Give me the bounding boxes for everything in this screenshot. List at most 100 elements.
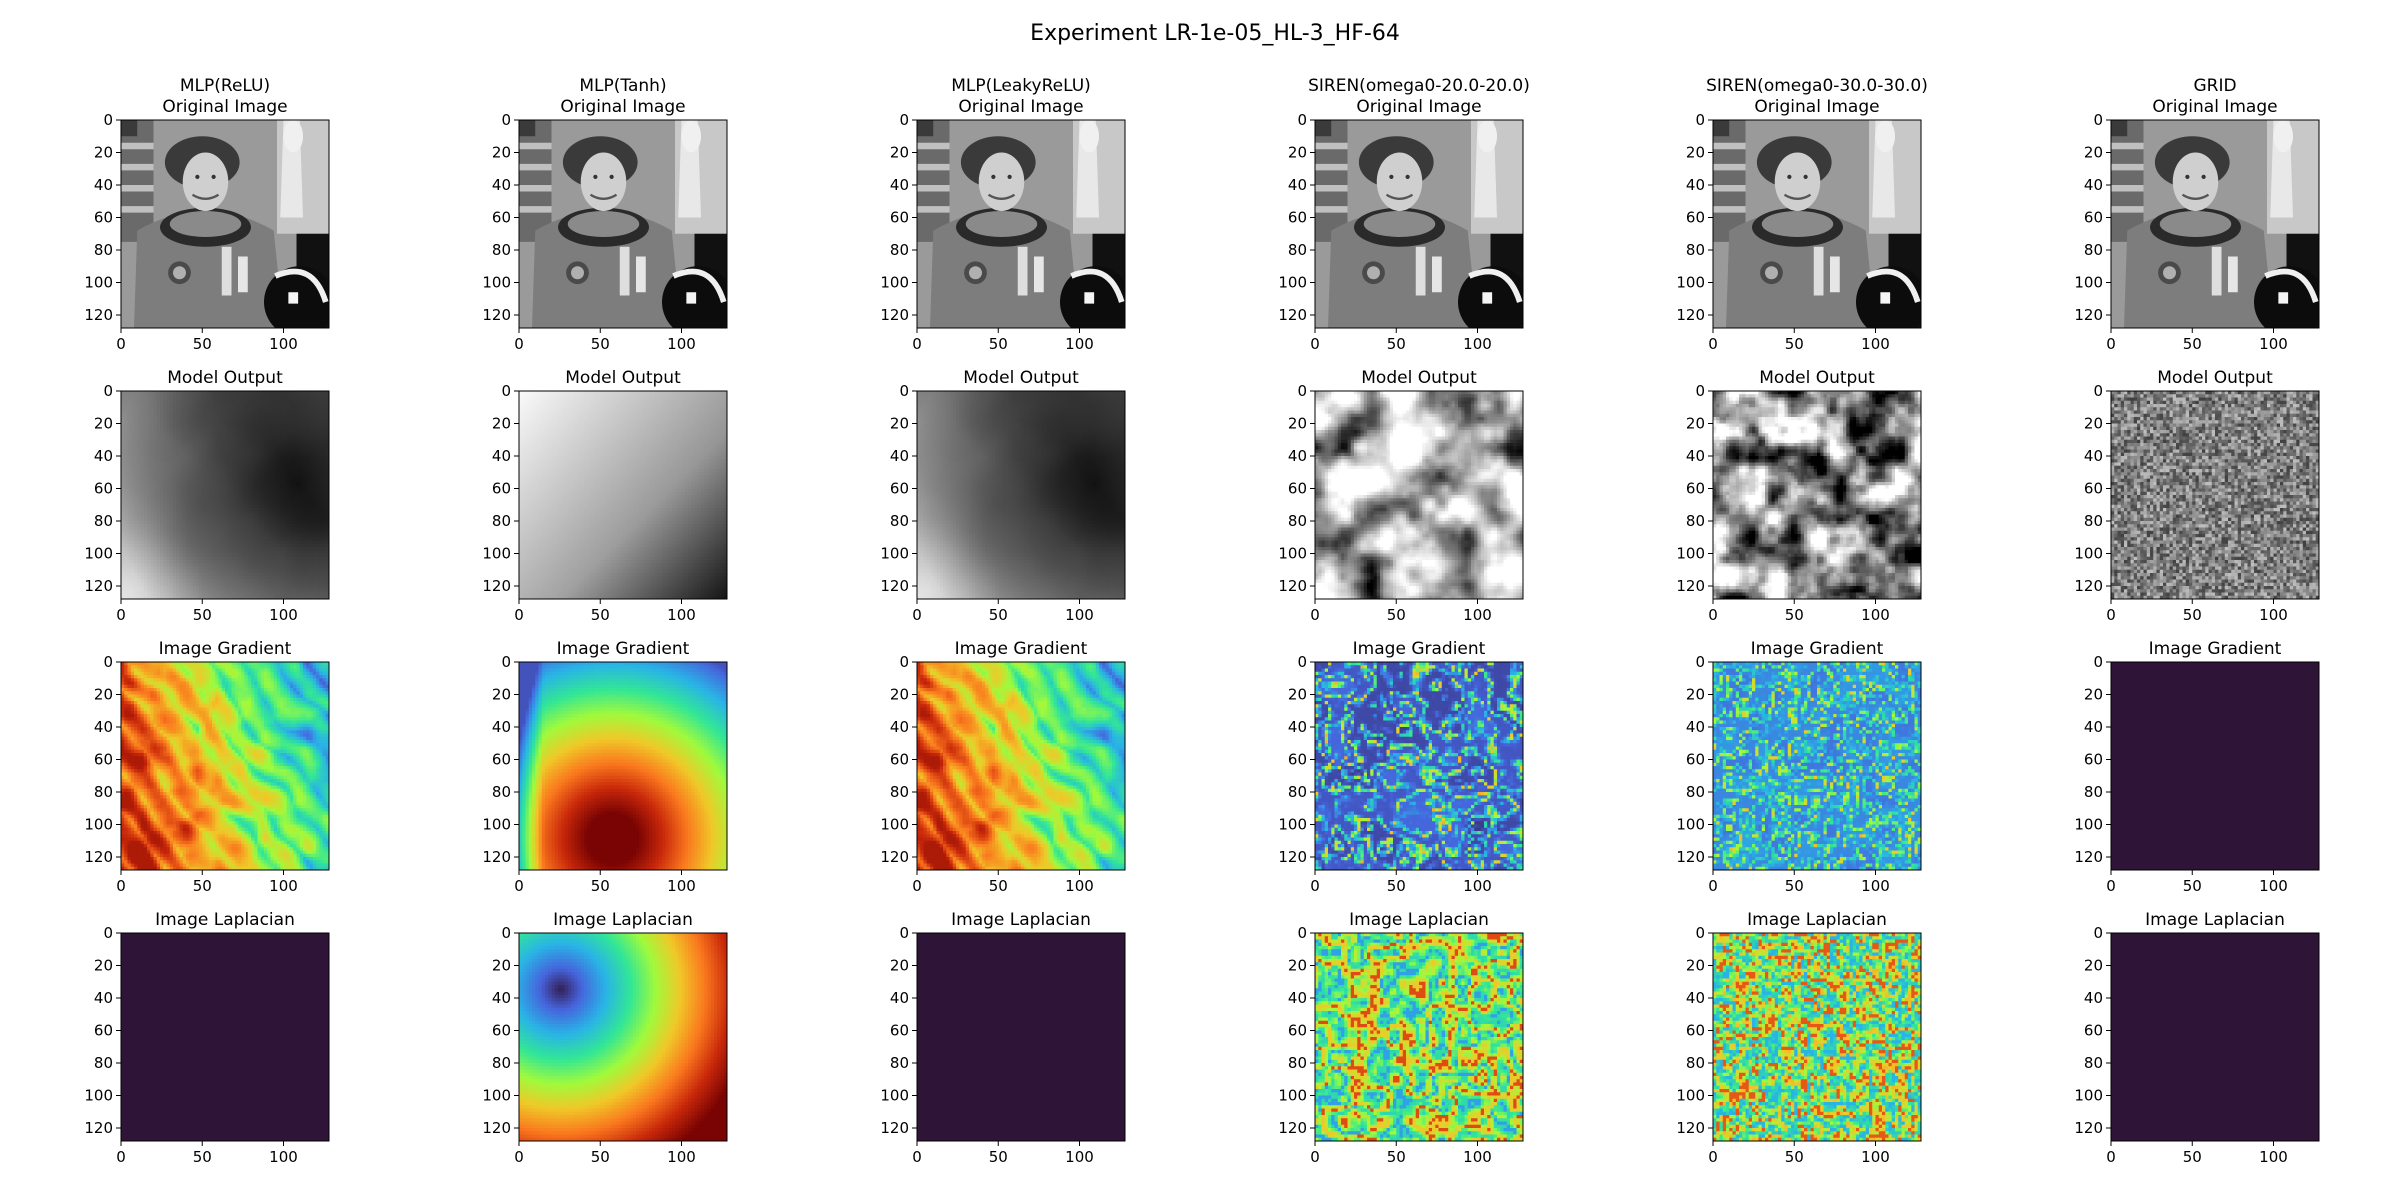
heatmap-cell (685, 411, 689, 415)
heatmap-cell (280, 593, 284, 597)
heatmap-cell (248, 417, 252, 421)
heatmap-cell (271, 567, 275, 571)
heatmap-cell (251, 583, 255, 587)
heatmap-cell (574, 398, 578, 402)
heatmap-cell (313, 476, 317, 480)
heatmap-cell (183, 469, 187, 473)
heatmap-cell (235, 404, 239, 408)
heatmap-cell (610, 417, 614, 421)
heatmap-cell (222, 524, 226, 528)
heatmap-cell (157, 394, 161, 398)
heatmap-cell (267, 489, 271, 493)
heatmap-cell (277, 466, 281, 470)
heatmap-cell (238, 521, 242, 525)
heatmap-cell (293, 586, 297, 590)
heatmap-cell (199, 534, 203, 538)
heatmap-cell (176, 479, 180, 483)
heatmap-cell (235, 411, 239, 415)
heatmap-cell (695, 414, 699, 418)
photo-patch-inner (1765, 266, 1778, 279)
heatmap-cell (121, 424, 125, 428)
heatmap-cell (199, 508, 203, 512)
heatmap-cell (258, 557, 262, 561)
heatmap-cell (131, 541, 135, 545)
heatmap-cell (303, 544, 307, 548)
photo-collar-inner (568, 211, 640, 237)
heatmap-cell (636, 407, 640, 411)
heatmap-cell (277, 420, 281, 424)
heatmap-cell (196, 528, 200, 532)
heatmap-cell (701, 401, 705, 405)
heatmap-cell (235, 563, 239, 567)
y-tick-label: 60 (492, 209, 511, 227)
heatmap-cell (128, 544, 132, 548)
heatmap-cell (254, 537, 258, 541)
y-tick-label: 100 (880, 274, 909, 292)
heatmap-cell (150, 583, 154, 587)
heatmap-cell (708, 404, 712, 408)
heatmap-cell (147, 430, 151, 434)
heatmap-cell (147, 479, 151, 483)
heatmap-cell (176, 417, 180, 421)
heatmap-cell (300, 437, 304, 441)
heatmap-cell (280, 544, 284, 548)
heatmap-cell (215, 443, 219, 447)
heatmap-cell (526, 401, 530, 405)
heatmap-cell (167, 489, 171, 493)
heatmap-cell (180, 479, 184, 483)
heatmap-cell (183, 567, 187, 571)
heatmap-cell (284, 414, 288, 418)
heatmap-cell (186, 495, 190, 499)
heatmap-cell (284, 394, 288, 398)
heatmap-cell (600, 414, 604, 418)
heatmap-cell (147, 404, 151, 408)
heatmap-cell (669, 398, 673, 402)
heatmap-cell (131, 401, 135, 405)
heatmap-cell (316, 401, 320, 405)
heatmap-cell (271, 476, 275, 480)
heatmap-cell (274, 463, 278, 467)
heatmap-cell (128, 593, 132, 597)
heatmap-cell (241, 459, 245, 463)
heatmap-cell (711, 407, 715, 411)
heatmap-cell (535, 398, 539, 402)
heatmap-cell (552, 414, 556, 418)
heatmap-cell (235, 391, 239, 395)
heatmap-cell (147, 437, 151, 441)
heatmap-cell (267, 482, 271, 486)
heatmap-cell (222, 450, 226, 454)
heatmap-cell (209, 560, 213, 564)
heatmap-cell (248, 479, 252, 483)
photo-pen (636, 257, 646, 293)
heatmap-cell (199, 495, 203, 499)
heatmap-cell (251, 420, 255, 424)
heatmap-cell (258, 593, 262, 597)
heatmap-cell (672, 414, 676, 418)
heatmap-cell (636, 414, 640, 418)
heatmap-cell (121, 469, 125, 473)
heatmap-cell (293, 521, 297, 525)
heatmap-cell (189, 411, 193, 415)
heatmap-cell (144, 466, 148, 470)
heatmap-cell (180, 420, 184, 424)
heatmap-cell (189, 498, 193, 502)
heatmap-cell (183, 476, 187, 480)
heatmap-cell (202, 443, 206, 447)
heatmap-cell (277, 524, 281, 528)
heatmap-cell (290, 586, 294, 590)
heatmap-cell (300, 407, 304, 411)
heatmap-cell (284, 417, 288, 421)
heatmap-cell (183, 557, 187, 561)
heatmap-cell (235, 417, 239, 421)
heatmap-cell (193, 391, 197, 395)
heatmap-cell (287, 394, 291, 398)
heatmap-cell (176, 492, 180, 496)
heatmap-cell (254, 531, 258, 535)
x-tick-label: 0 (116, 335, 126, 353)
heatmap-cell (170, 414, 174, 418)
heatmap-cell (313, 394, 317, 398)
heatmap-cell (222, 430, 226, 434)
heatmap-cell (154, 440, 158, 444)
photo-pen (1830, 257, 1840, 293)
heatmap-cell (189, 443, 193, 447)
